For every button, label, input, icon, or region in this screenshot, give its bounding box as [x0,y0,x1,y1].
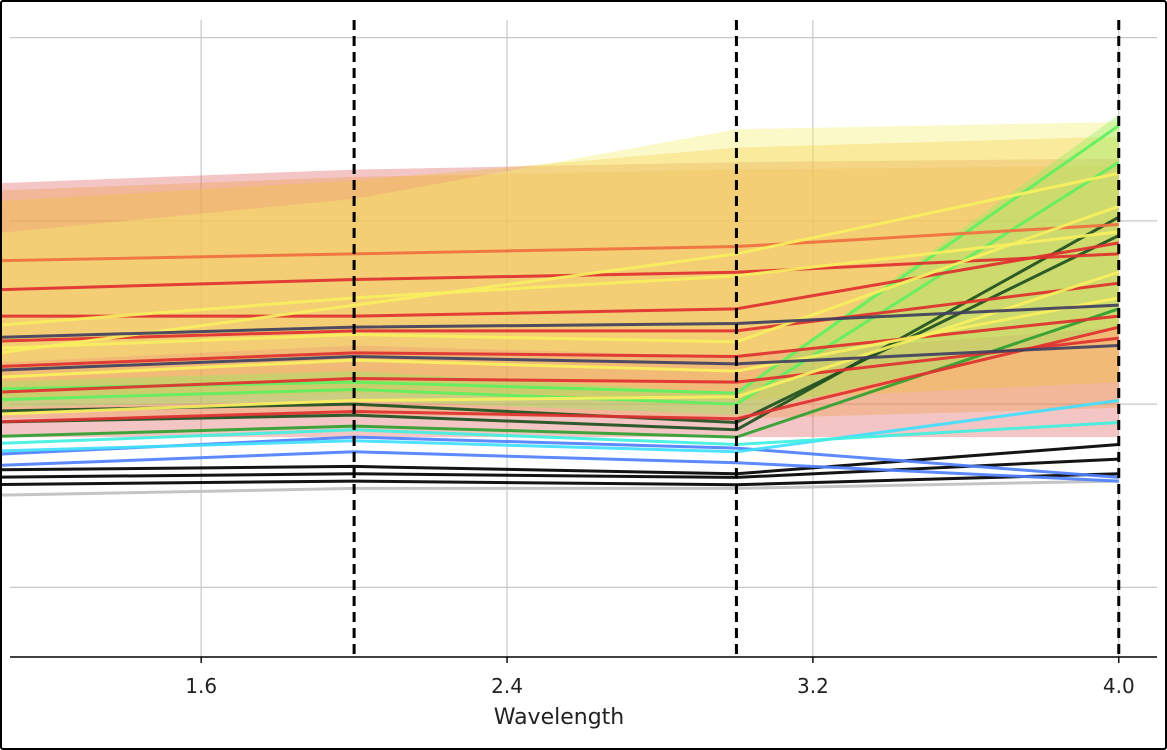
series-line-24 [2,171,1120,354]
series-line-19 [2,223,1119,263]
series-line-23 [2,230,1119,327]
series-line-0 [2,479,1119,497]
x-tick-label-2: 3.2 [797,674,829,698]
series-line-25 [2,343,1119,372]
band-0 [2,158,1119,438]
series-line-4 [2,450,1119,483]
series-line-22 [2,204,1120,350]
series-line-13 [2,325,1120,424]
x-axis-label: Wavelength [494,705,625,730]
band-2 [2,136,1119,401]
series-line-26 [2,303,1119,339]
series-line-21 [2,296,1120,379]
series-line-3 [2,442,1119,476]
series-layer [2,124,1120,497]
x-tick-label-0: 1.6 [185,674,217,698]
series-line-15 [2,314,1119,368]
series-line-14 [2,336,1119,394]
x-tick-label-1: 2.4 [491,674,523,698]
series-line-2 [2,457,1119,479]
series-line-16 [2,281,1119,343]
series-line-17 [2,241,1120,318]
series-line-9 [2,215,1120,432]
series-line-7 [2,420,1119,446]
series-line-18 [2,252,1119,292]
x-axis: 1.6 2.4 3.2 4.0 [10,656,1157,698]
series-line-11 [2,160,1120,406]
series-line-6 [2,398,1119,454]
series-line-1 [2,472,1119,487]
vertical-markers [352,20,1121,657]
x-tick-label-3: 4.0 [1103,674,1135,698]
